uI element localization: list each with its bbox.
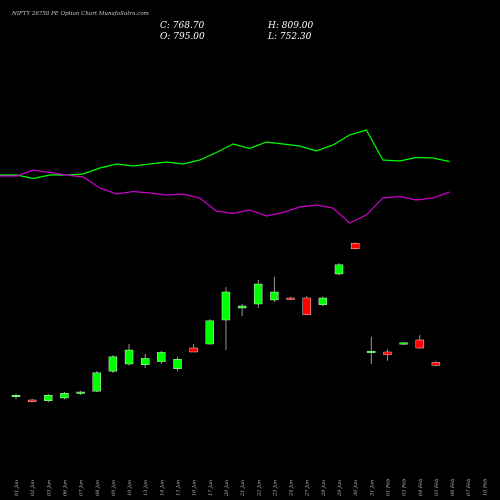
candle-body bbox=[254, 283, 263, 305]
date-tick-label: 21 Jan bbox=[240, 480, 246, 497]
candle bbox=[334, 263, 344, 276]
date-tick-label: 07 Jan bbox=[79, 480, 85, 496]
date-tick-label: 04 Feb bbox=[418, 479, 424, 496]
candle bbox=[367, 336, 376, 364]
candle bbox=[205, 319, 215, 345]
magenta-indicator-line bbox=[0, 169, 450, 224]
candle-body bbox=[108, 356, 118, 372]
date-tick-label: 17 Jan bbox=[208, 480, 214, 496]
date-tick-label: 24 Jan bbox=[289, 480, 295, 497]
date-tick-label: 02 Jan bbox=[30, 480, 36, 496]
date-tick-label: 13 Jan bbox=[143, 480, 149, 496]
low-readout: L: 752.30 bbox=[267, 32, 312, 42]
candle bbox=[44, 394, 53, 403]
candle-body bbox=[124, 349, 134, 365]
date-tick-label: 15 Jan bbox=[176, 480, 182, 496]
candle bbox=[350, 242, 360, 250]
candle bbox=[124, 344, 134, 366]
candle-body bbox=[11, 395, 21, 397]
candle-body bbox=[60, 393, 69, 399]
high-readout: H: 809.00 bbox=[267, 21, 314, 31]
date-tick-label: 29 Jan bbox=[337, 480, 343, 497]
date-tick-label: 10 Jan bbox=[127, 480, 133, 496]
candle bbox=[431, 361, 441, 366]
candle-body bbox=[44, 395, 53, 402]
candle bbox=[302, 296, 311, 316]
candle-body bbox=[157, 352, 166, 362]
candle-body bbox=[189, 347, 198, 353]
candle-body bbox=[76, 391, 85, 394]
date-tick-label: 07 Feb bbox=[466, 479, 472, 496]
date-tick-label: 01 Feb bbox=[385, 479, 391, 496]
candle-body bbox=[221, 291, 231, 321]
candle bbox=[189, 344, 198, 353]
candle-body bbox=[92, 372, 101, 392]
candle-body bbox=[140, 358, 150, 365]
candle bbox=[76, 390, 85, 395]
candle bbox=[399, 342, 408, 345]
date-tick-label: 14 Jan bbox=[159, 480, 165, 496]
close-readout: C: 768.70 bbox=[160, 21, 205, 31]
candle bbox=[140, 354, 150, 368]
candle bbox=[60, 392, 69, 400]
x-axis-date-labels: 01 Jan 02 Jan 03 Jan 06 Jan 07 Jan 08 Jan 09 J… bbox=[14, 479, 488, 497]
date-tick-label: 03 Jan bbox=[46, 480, 52, 496]
date-tick-label: 06 Jan bbox=[62, 480, 68, 496]
candle-body bbox=[367, 351, 376, 353]
candle bbox=[383, 349, 392, 361]
candle-body bbox=[205, 320, 215, 345]
candle bbox=[318, 296, 328, 306]
candle-body bbox=[173, 359, 182, 370]
date-tick-label: 10 Feb bbox=[482, 479, 488, 496]
candle-body bbox=[399, 342, 408, 345]
candle bbox=[286, 296, 295, 300]
date-tick-label: 16 Jan bbox=[192, 480, 198, 496]
candle-body bbox=[334, 264, 344, 275]
candle bbox=[173, 356, 182, 372]
date-tick-label: 09 Jan bbox=[111, 480, 117, 496]
candle bbox=[92, 371, 101, 392]
candle bbox=[237, 304, 247, 316]
candle-body bbox=[270, 291, 279, 301]
candle bbox=[221, 287, 231, 350]
candle-body bbox=[415, 339, 424, 349]
open-readout: O: 795.00 bbox=[160, 32, 205, 42]
candle bbox=[27, 398, 37, 403]
candle bbox=[415, 335, 424, 349]
date-tick-label: 01 Jan bbox=[14, 480, 20, 496]
candle bbox=[270, 276, 279, 302]
date-tick-label: 30 Jan bbox=[353, 480, 359, 496]
candle-body bbox=[318, 297, 328, 306]
candle-body bbox=[237, 305, 247, 309]
date-tick-label: 06 Feb bbox=[450, 479, 456, 496]
date-tick-label: 31 Jan bbox=[369, 480, 375, 496]
candle bbox=[11, 394, 21, 400]
candle-body bbox=[383, 351, 392, 355]
candle-body bbox=[431, 362, 441, 366]
candle bbox=[254, 280, 263, 308]
date-tick-label: 08 Jan bbox=[95, 480, 101, 496]
candle-body bbox=[350, 242, 360, 249]
candle bbox=[157, 350, 166, 364]
candle-body bbox=[27, 399, 37, 402]
green-indicator-line bbox=[0, 129, 450, 180]
candle-body bbox=[286, 297, 295, 300]
date-tick-label: 20 Jan bbox=[224, 480, 230, 497]
indicator-lines bbox=[0, 129, 450, 224]
date-tick-label: 22 Jan bbox=[256, 480, 262, 497]
candlestick-series bbox=[11, 242, 441, 403]
date-tick-label: 05 Feb bbox=[434, 479, 440, 496]
date-tick-label: 23 Jan bbox=[272, 480, 278, 497]
chart-title: NIFTY 26750 PE Option Chart MunafaSutra.… bbox=[11, 11, 149, 17]
candle-body bbox=[302, 297, 311, 315]
candle bbox=[108, 355, 118, 373]
date-tick-label: 03 Feb bbox=[402, 479, 408, 496]
date-tick-label: 28 Jan bbox=[321, 480, 327, 497]
date-tick-label: 27 Jan bbox=[305, 480, 311, 497]
